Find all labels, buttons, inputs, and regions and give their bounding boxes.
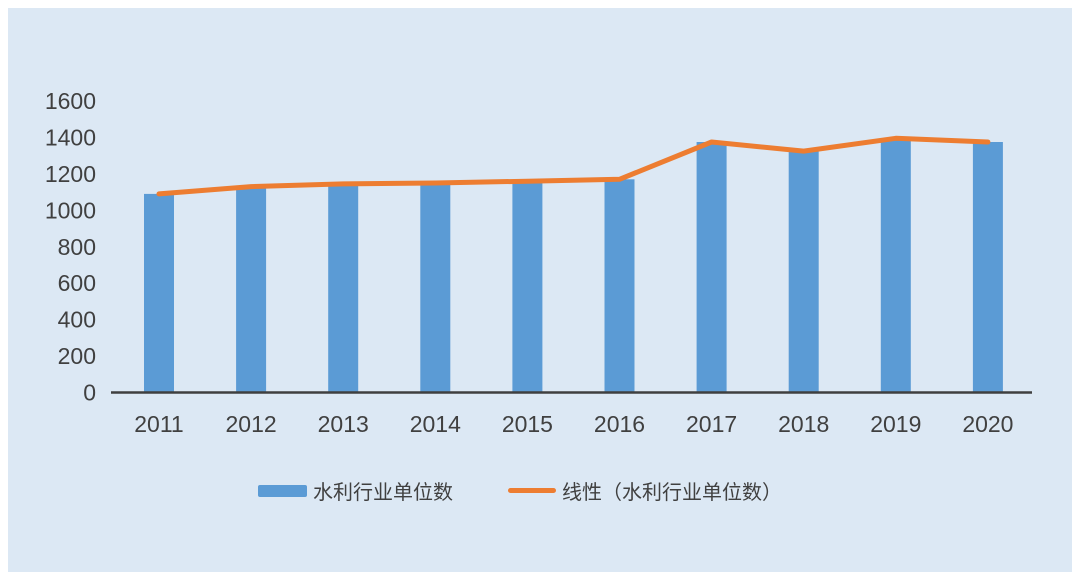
- chart-panel: 0 200 400 600 800 1000 1200 1400 1600 2011 2012 201…: [8, 8, 1072, 572]
- bar-2012: [236, 186, 267, 393]
- y-tick-label-0: 0: [83, 380, 96, 406]
- x-tick-label-2016: 2016: [594, 411, 645, 437]
- x-tick-label-2017: 2017: [686, 411, 737, 437]
- bar-2019: [880, 138, 911, 393]
- x-tick-label-2018: 2018: [778, 411, 829, 437]
- y-tick-label-1600: 1600: [45, 88, 96, 114]
- legend-item-line-series: 线性（水利行业单位数）: [508, 476, 782, 505]
- x-tick-label-2014: 2014: [410, 411, 461, 437]
- x-tick-label-2020: 2020: [962, 411, 1013, 437]
- y-tick-label-1400: 1400: [45, 124, 96, 150]
- x-tick-label-2013: 2013: [318, 411, 369, 437]
- y-tick-label-600: 600: [58, 270, 96, 296]
- y-tick-label-1000: 1000: [45, 197, 96, 223]
- legend-items: 水利行业单位数 线性（水利行业单位数）: [258, 476, 782, 505]
- legend-item-bar-series: 水利行业单位数: [258, 476, 453, 505]
- line-series-swatch-icon: [508, 488, 556, 493]
- x-tick-label-2011: 2011: [134, 411, 183, 437]
- bar-2011: [144, 193, 174, 393]
- bar-series-label: 水利行业单位数: [313, 482, 453, 504]
- x-tick-label-2019: 2019: [870, 411, 921, 437]
- bar-2015: [512, 181, 543, 393]
- bar-2017: [696, 142, 727, 393]
- bar-2013: [328, 183, 359, 393]
- y-tick-label-800: 800: [58, 234, 96, 260]
- x-tick-label-2012: 2012: [226, 411, 277, 437]
- bar-2020: [972, 142, 1003, 393]
- bar-2016: [604, 179, 635, 393]
- bar-2018: [788, 151, 819, 393]
- bar-2014: [420, 183, 451, 393]
- y-tick-label-1200: 1200: [45, 161, 96, 187]
- trend-line: [156, 135, 991, 197]
- y-tick-label-200: 200: [58, 343, 96, 369]
- line-series-label: 线性（水利行业单位数）: [562, 482, 782, 504]
- chart-legend: 水利行业单位数 线性（水利行业单位数）: [8, 476, 1072, 505]
- y-tick-label-400: 400: [58, 307, 96, 333]
- chart-canvas: 0 200 400 600 800 1000 1200 1400 1600 2011 2012 201…: [45, 88, 1032, 437]
- x-tick-label-2015: 2015: [502, 411, 553, 437]
- bar-series-swatch-icon: [258, 484, 307, 497]
